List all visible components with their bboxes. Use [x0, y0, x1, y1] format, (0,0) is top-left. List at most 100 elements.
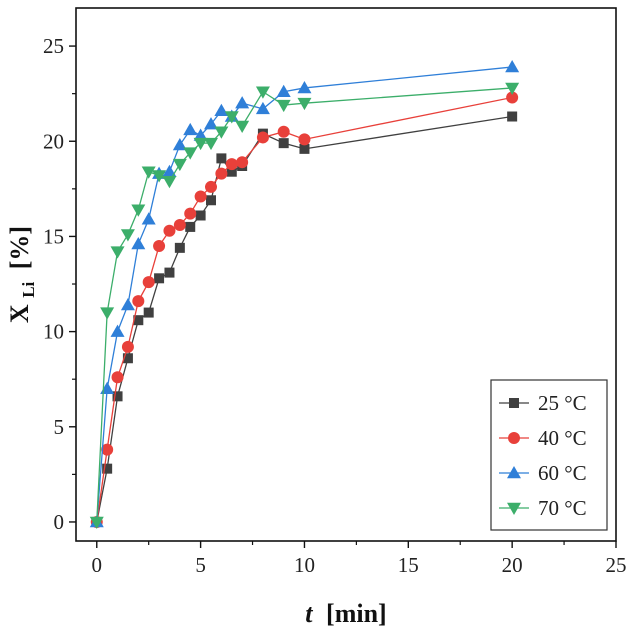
data-point	[297, 80, 312, 94]
data-point	[299, 143, 310, 154]
x-tick-label: 20	[502, 553, 523, 577]
y-tick-label: 25	[43, 34, 64, 58]
data-point	[141, 166, 156, 179]
data-point	[141, 212, 156, 225]
x-tick-label: 0	[92, 553, 103, 577]
data-point	[133, 315, 144, 326]
data-point	[152, 170, 167, 183]
data-point	[206, 195, 216, 206]
data-point	[184, 207, 197, 220]
data-point	[205, 180, 217, 193]
x-tick-label: 25	[606, 553, 627, 577]
y-tick-label: 5	[54, 415, 65, 439]
data-point	[278, 138, 289, 149]
y-tick-label: 0	[54, 510, 65, 534]
data-point	[110, 324, 125, 337]
data-point	[193, 128, 208, 141]
y-axis-unit: [%]	[5, 226, 34, 269]
data-point	[297, 97, 312, 111]
legend: 25 °C 40 °C 60 °C 70 °C	[490, 379, 608, 531]
data-point	[164, 267, 175, 278]
data-point	[509, 398, 519, 408]
data-point	[505, 60, 520, 73]
data-point	[214, 126, 229, 139]
y-axis-title: X Li [%]	[5, 226, 40, 323]
x-tick-label: 10	[294, 553, 315, 577]
data-point	[162, 175, 177, 189]
data-point	[173, 219, 186, 232]
data-point	[194, 190, 207, 203]
data-point	[226, 166, 237, 177]
data-point	[255, 101, 270, 115]
legend-entry: 60 °C	[499, 461, 587, 485]
data-point	[505, 82, 520, 95]
x-tick-label: 15	[398, 553, 419, 577]
data-point	[142, 276, 155, 289]
axis-ticks: 0 5 10 15 20 25 0 5 10 15 20 25	[43, 34, 627, 577]
data-point	[100, 381, 115, 394]
data-point	[225, 158, 238, 171]
data-point	[193, 137, 208, 151]
y-tick-label: 10	[43, 320, 64, 344]
data-point	[89, 516, 104, 529]
y-tick-label: 15	[43, 224, 64, 248]
data-point	[153, 239, 166, 252]
data-point	[183, 122, 198, 136]
data-point	[185, 221, 196, 232]
data-point	[183, 147, 198, 160]
data-point	[195, 210, 206, 221]
data-point	[121, 340, 134, 353]
x-axis-unit: [min]	[326, 599, 387, 628]
legend-entry: 70 °C	[499, 496, 587, 520]
data-point	[120, 229, 135, 242]
data-point	[216, 153, 227, 164]
data-point	[204, 117, 218, 130]
y-axis-subscript: Li	[19, 281, 38, 297]
legend-label: 25 °C	[538, 391, 587, 415]
data-point	[204, 137, 218, 151]
y-tick-label: 20	[43, 129, 64, 153]
data-point	[277, 125, 290, 138]
series-group	[89, 60, 520, 529]
legend-label: 70 °C	[538, 496, 587, 520]
data-point	[111, 371, 124, 384]
data-point	[112, 391, 123, 402]
data-point	[276, 99, 291, 113]
data-point	[120, 297, 135, 311]
series-line	[96, 96, 513, 523]
data-point	[172, 158, 187, 172]
data-point	[507, 502, 521, 515]
data-point	[174, 242, 185, 253]
x-axis-variable: t	[305, 599, 313, 628]
x-axis-title: t [min]	[305, 599, 386, 628]
data-point	[236, 156, 249, 169]
plot-frame	[75, 7, 617, 542]
data-point	[143, 307, 154, 318]
data-point	[235, 96, 250, 109]
data-point	[172, 138, 187, 151]
data-point	[162, 164, 177, 177]
series-40CC	[90, 91, 519, 528]
data-point	[101, 443, 114, 456]
data-point	[215, 167, 228, 180]
data-point	[110, 246, 125, 259]
data-point	[132, 295, 145, 308]
data-point	[224, 111, 239, 124]
data-point	[298, 133, 311, 146]
legend-entry: 40 °C	[499, 426, 587, 450]
data-point	[507, 111, 518, 122]
data-point	[255, 86, 270, 99]
data-point	[214, 103, 229, 117]
data-point	[163, 224, 176, 237]
data-point	[154, 273, 165, 284]
data-point	[102, 463, 113, 474]
legend-label: 60 °C	[538, 461, 587, 485]
data-point	[131, 237, 146, 250]
y-axis-variable: X	[5, 304, 34, 323]
data-point	[131, 204, 146, 217]
data-point	[235, 120, 250, 134]
x-tick-label: 5	[195, 553, 206, 577]
data-point	[508, 432, 520, 444]
series-70CC	[89, 82, 520, 529]
